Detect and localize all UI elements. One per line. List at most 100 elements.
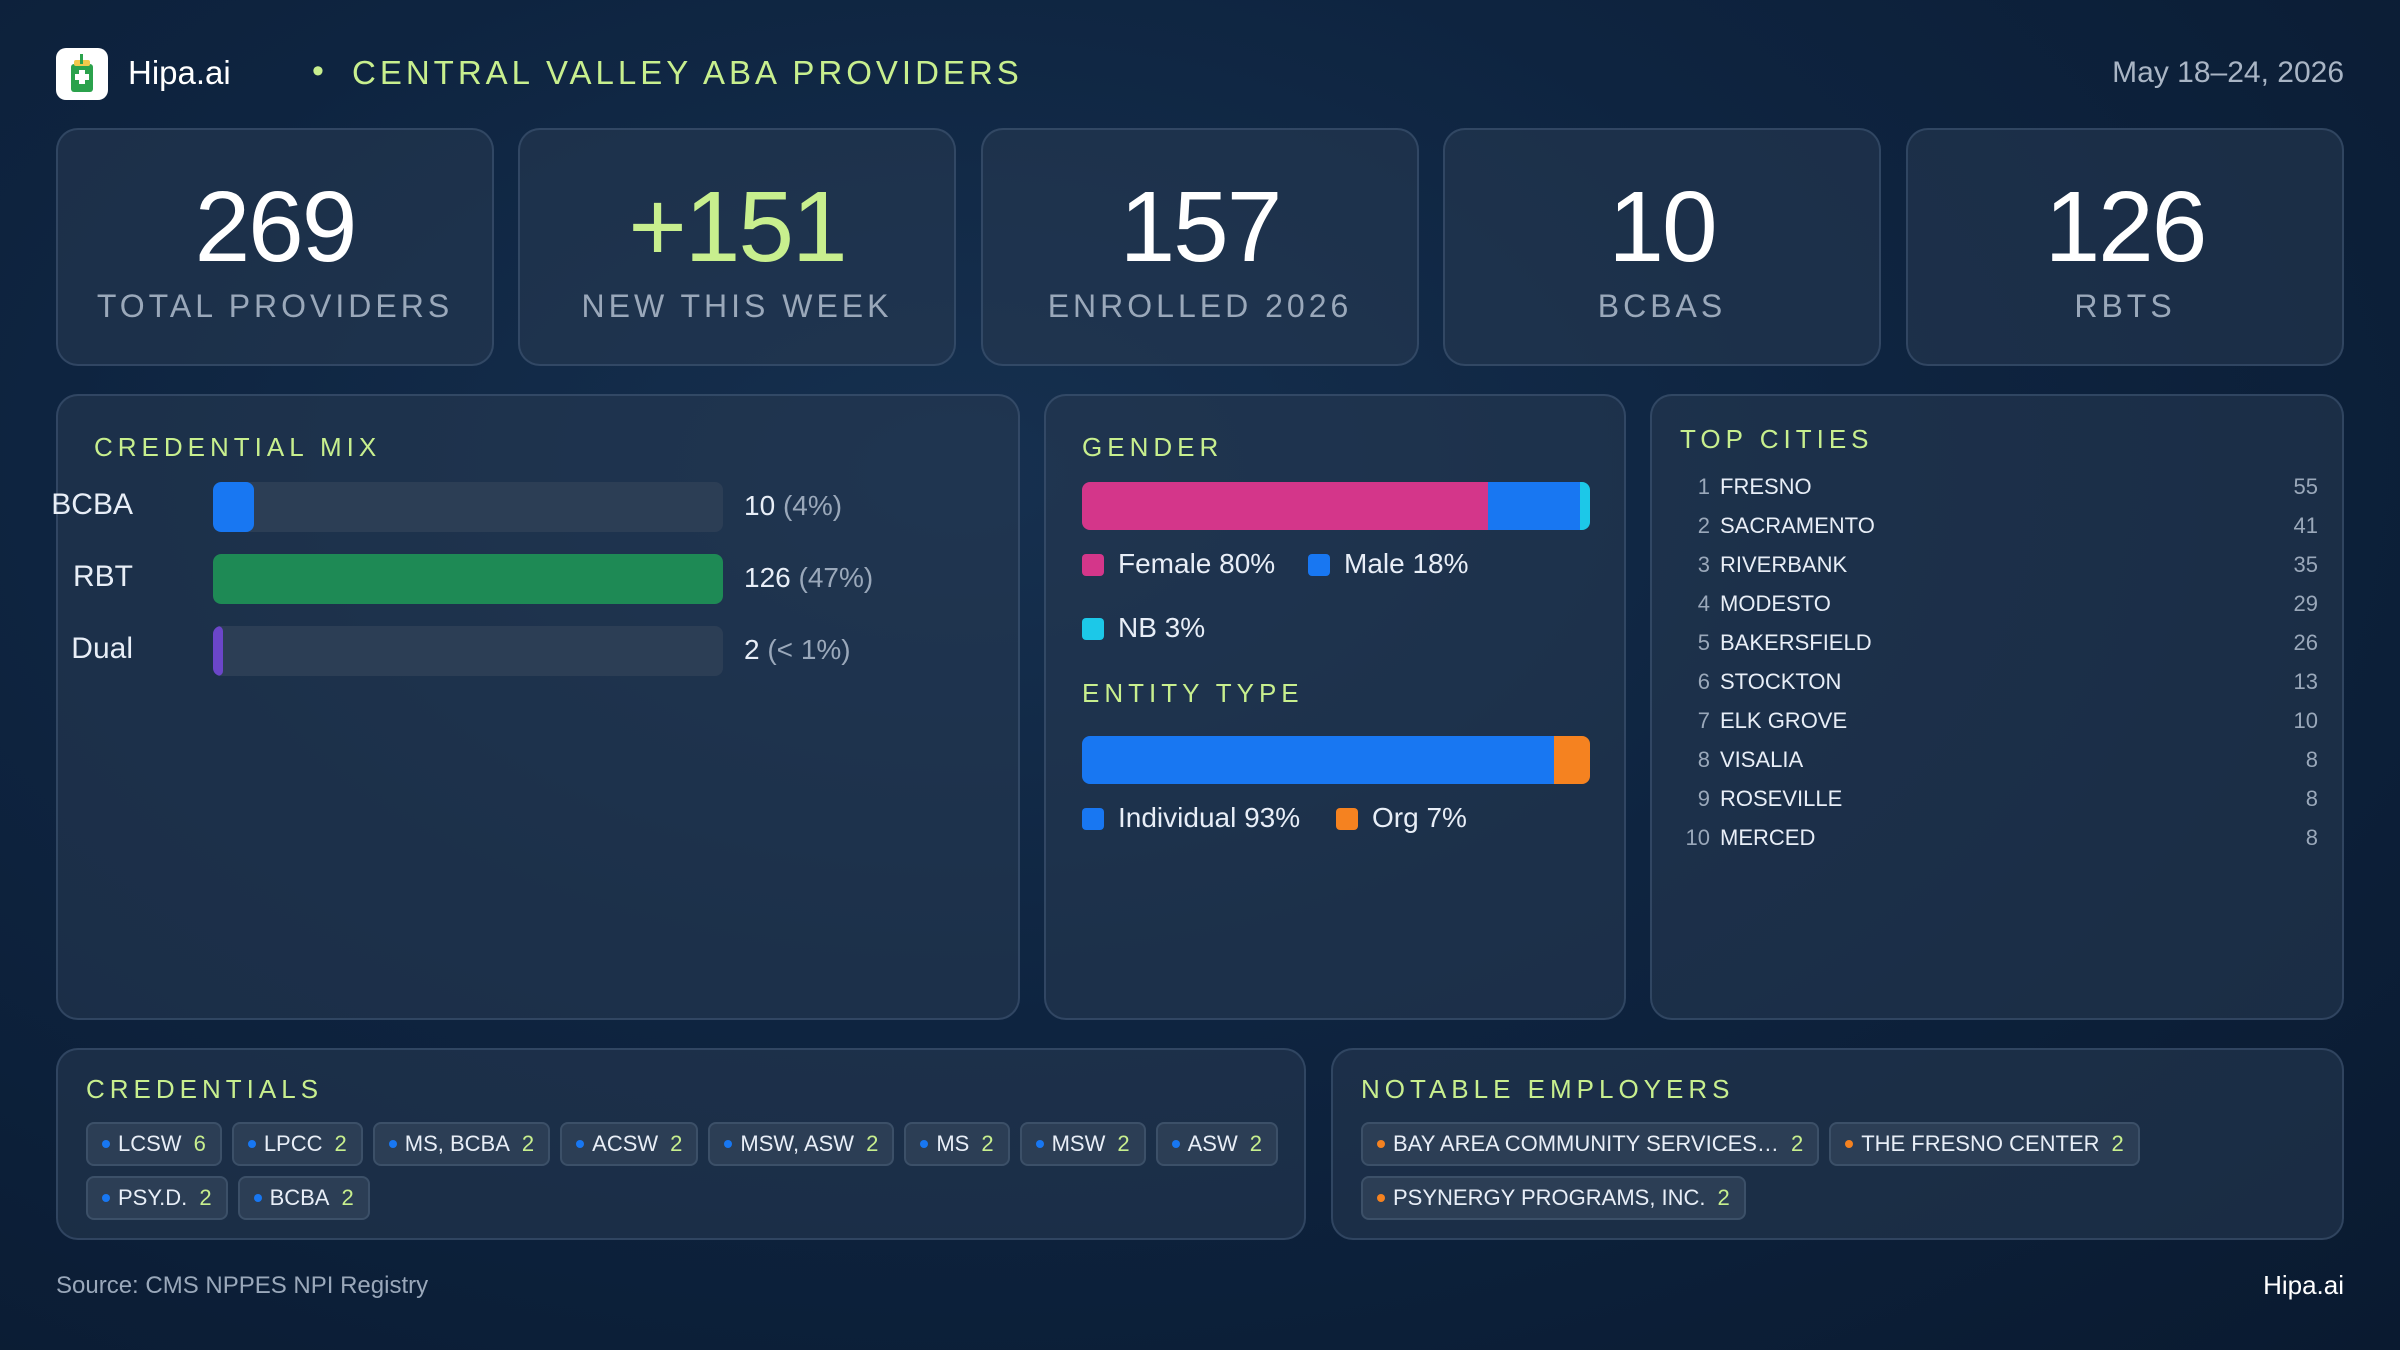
city-name: MODESTO — [1720, 591, 1831, 616]
chip-count: 2 — [1717, 1185, 1730, 1210]
entity-type-stacked-bar — [1082, 736, 1590, 784]
city-count: 8 — [2305, 747, 2318, 772]
kpi-rbts: 126 RBTS — [1906, 128, 2344, 366]
credentials-chip-list: LCSW 6 LPCC 2 MS, BCBA 2 ACSW 2 MSW, ASW 2 MS 2 MSW 2… — [86, 1122, 1286, 1220]
credential-chip[interactable]: ACSW 2 — [560, 1122, 699, 1166]
city-name: STOCKTON — [1720, 669, 1842, 694]
legend-female: Female 80% — [1082, 548, 1275, 580]
credential-value: 10 (4%) — [744, 490, 842, 522]
chip-dot-icon — [388, 1140, 397, 1148]
city-row: 5 BAKERSFIELD 26 — [1678, 630, 2318, 660]
credential-mix-panel: CREDENTIAL MIX BCBA 10 (4%) RBT 126 (47%… — [51, 394, 1020, 1020]
entity-type-title: ENTITY TYPE — [1082, 678, 1304, 708]
chip-label: MSW, ASW — [740, 1131, 855, 1156]
gender-segment-male — [1488, 482, 1580, 530]
chip-count: 2 — [1117, 1131, 1130, 1156]
credential-chip[interactable]: LPCC 2 — [231, 1122, 363, 1166]
city-rank: 2 — [1697, 513, 1710, 538]
top-cities-panel: TOP CITIES 1 FRESNO 55 2 SACRAMENTO 41 3 RIVERB… — [1650, 394, 2344, 1020]
chip-label: THE FRESNO CENTER — [1861, 1131, 2100, 1156]
hipa-logo-icon[interactable] — [56, 48, 108, 100]
credential-count: 10 — [744, 490, 776, 521]
credential-value: 2 (< 1%) — [744, 634, 851, 666]
chip-label: MSW — [1051, 1131, 1106, 1156]
credential-mix-title: CREDENTIAL MIX — [94, 432, 382, 462]
chip-count: 2 — [866, 1131, 879, 1156]
employers-panel: NOTABLE EMPLOYERS BAY AREA COMMUNITY SER… — [1331, 1048, 2344, 1240]
chip-label: ASW — [1187, 1131, 1238, 1156]
gender-segment-nb — [1579, 482, 1590, 530]
chip-dot-icon — [1377, 1140, 1385, 1148]
city-row: 6 STOCKTON 13 — [1678, 669, 2318, 699]
legend-label: Male 18% — [1344, 548, 1469, 579]
entity-segment-individual — [1082, 736, 1555, 784]
gender-stacked-bar — [1082, 482, 1590, 530]
city-rank: 8 — [1697, 747, 1710, 772]
employer-chip[interactable]: THE FRESNO CENTER 2 — [1829, 1122, 2140, 1166]
chip-dot-icon — [1377, 1194, 1385, 1202]
city-row: 7 ELK GROVE 10 — [1678, 708, 2318, 738]
chip-dot-icon — [253, 1194, 262, 1202]
credential-pct: (< 1%) — [767, 634, 851, 665]
kpi-label: RBTS — [2074, 288, 2176, 324]
credential-label: Dual — [71, 632, 133, 665]
gender-segment-female — [1082, 482, 1489, 530]
chip-count: 6 — [193, 1131, 206, 1156]
credential-chip[interactable]: PSY.D. 2 — [86, 1176, 228, 1220]
kpi-enrolled-2026: 157 ENROLLED 2026 — [981, 128, 1419, 366]
page-title: CENTRAL VALLEY ABA PROVIDERS — [352, 54, 1023, 91]
chip-count: 2 — [199, 1185, 212, 1210]
title-separator: • — [312, 52, 324, 90]
credential-row-bcba: BCBA 10 (4%) — [51, 482, 958, 532]
chip-label: LPCC — [263, 1131, 323, 1156]
city-rank: 3 — [1697, 552, 1710, 577]
city-count: 35 — [2293, 552, 2318, 577]
chip-dot-icon — [724, 1140, 733, 1148]
source-note: Source: CMS NPPES NPI Registry — [56, 1272, 429, 1299]
city-name: BAKERSFIELD — [1720, 630, 1872, 655]
credential-pct: (47%) — [798, 562, 874, 593]
city-rank: 5 — [1697, 630, 1710, 655]
credential-chip[interactable]: MS, BCBA 2 — [372, 1122, 551, 1166]
credential-chip[interactable]: MSW 2 — [1019, 1122, 1146, 1166]
chip-label: BCBA — [269, 1185, 330, 1210]
gender-entity-panel: GENDER Female 80% Male 18% NB 3% ENTITY … — [1044, 394, 1626, 1020]
entity-segment-org — [1554, 736, 1590, 784]
city-row: 9 ROSEVILLE 8 — [1678, 786, 2318, 816]
chip-count: 2 — [521, 1131, 535, 1156]
credentials-title: CREDENTIALS — [86, 1074, 324, 1104]
chip-label: BAY AREA COMMUNITY SERVICES… — [1393, 1131, 1779, 1156]
legend-label: Org 7% — [1372, 802, 1467, 833]
city-row: 3 RIVERBANK 35 — [1678, 552, 2318, 582]
credential-row-rbt: RBT 126 (47%) — [58, 554, 958, 604]
city-count: 26 — [2293, 630, 2318, 655]
city-name: ROSEVILLE — [1720, 786, 1843, 811]
city-name: SACRAMENTO — [1720, 513, 1875, 538]
legend-org: Org 7% — [1336, 802, 1467, 834]
city-count: 8 — [2305, 786, 2318, 811]
chip-label: MS, BCBA — [404, 1131, 510, 1156]
credential-chip[interactable]: MSW, ASW 2 — [708, 1122, 895, 1166]
kpi-label: NEW THIS WEEK — [581, 288, 893, 324]
credential-chip[interactable]: MS 2 — [904, 1122, 1010, 1166]
chip-count: 2 — [2111, 1131, 2124, 1156]
chip-dot-icon — [247, 1140, 256, 1148]
chip-label: ACSW — [592, 1131, 659, 1156]
credential-chip[interactable]: LCSW 6 — [86, 1122, 222, 1166]
credential-chip[interactable]: ASW 2 — [1155, 1122, 1278, 1166]
city-rank: 4 — [1697, 591, 1710, 616]
city-count: 13 — [2293, 669, 2318, 694]
chip-count: 2 — [981, 1131, 994, 1156]
city-count: 41 — [2293, 513, 2318, 538]
credential-value: 126 (47%) — [744, 562, 873, 594]
city-count: 10 — [2293, 708, 2318, 733]
legend-swatch — [1082, 554, 1104, 576]
city-row: 10 MERCED 8 — [1678, 825, 2318, 855]
employer-chip[interactable]: PSYNERGY PROGRAMS, INC. 2 — [1361, 1176, 1746, 1220]
city-rank: 7 — [1697, 708, 1710, 733]
employer-chip[interactable]: BAY AREA COMMUNITY SERVICES… 2 — [1361, 1122, 1820, 1166]
chip-label: PSY.D. — [118, 1185, 188, 1210]
city-row: 1 FRESNO 55 — [1678, 474, 2318, 504]
credential-chip[interactable]: BCBA 2 — [237, 1176, 370, 1220]
city-row: 2 SACRAMENTO 41 — [1678, 513, 2318, 543]
